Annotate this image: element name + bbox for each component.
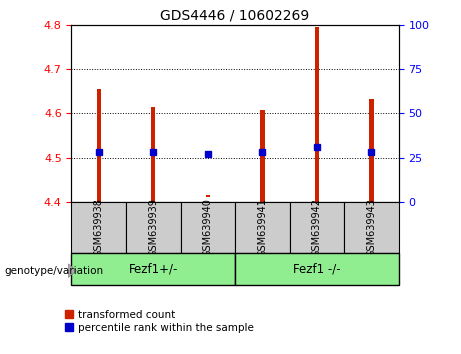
Bar — [181, 202, 235, 253]
Text: Fezf1+/-: Fezf1+/- — [129, 263, 178, 275]
Polygon shape — [68, 264, 77, 278]
Bar — [71, 253, 235, 285]
Bar — [235, 253, 399, 285]
Bar — [126, 202, 181, 253]
Bar — [71, 202, 126, 253]
Text: GSM639943: GSM639943 — [366, 198, 377, 257]
Bar — [290, 202, 344, 253]
Bar — [260, 110, 265, 202]
Bar — [369, 99, 374, 202]
Bar — [151, 107, 155, 202]
Text: GSM639940: GSM639940 — [203, 198, 213, 257]
Title: GDS4446 / 10602269: GDS4446 / 10602269 — [160, 8, 310, 22]
Text: GSM639938: GSM639938 — [94, 198, 104, 257]
Bar — [344, 202, 399, 253]
Legend: transformed count, percentile rank within the sample: transformed count, percentile rank withi… — [65, 310, 254, 333]
Bar — [315, 27, 319, 202]
Text: Fezf1 -/-: Fezf1 -/- — [293, 263, 341, 275]
Text: genotype/variation: genotype/variation — [5, 266, 104, 276]
Bar — [235, 202, 290, 253]
Text: GSM639942: GSM639942 — [312, 198, 322, 257]
Bar — [96, 89, 101, 202]
Text: GSM639941: GSM639941 — [257, 198, 267, 257]
Bar — [206, 195, 210, 197]
Text: GSM639939: GSM639939 — [148, 198, 158, 257]
